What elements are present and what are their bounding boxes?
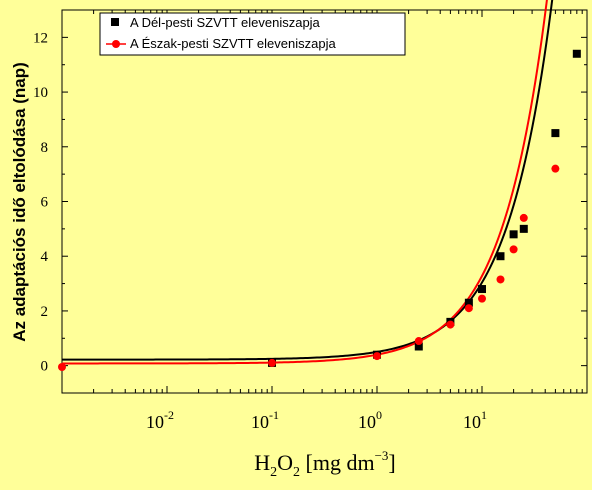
y-tick-label: 0 (41, 359, 49, 375)
data-point-series-1 (478, 285, 486, 294)
data-point-series-2 (464, 304, 473, 313)
data-point-series-2 (496, 275, 505, 284)
legend-marker-del-pesti (111, 18, 119, 26)
data-point-series-2 (446, 320, 455, 329)
data-point-series-1 (496, 252, 505, 261)
legend: A Dél-pesti SZVTT eleveniszapja A Észak-… (99, 12, 406, 56)
legend-label-eszak-pesti: A Észak-pesti SZVTT eleveniszapja (130, 36, 336, 51)
y-tick-label: 8 (41, 140, 49, 156)
x-tick-label: 10-2 (146, 408, 174, 432)
y-tick-label: 10 (33, 85, 48, 101)
data-point-series-2 (414, 337, 423, 346)
fit-line-series-2 (62, 0, 548, 365)
legend-label-del-pesti: A Dél-pesti SZVTT eleveniszapja (130, 15, 321, 30)
data-point-series-2 (519, 213, 528, 222)
data-point-series-2 (373, 352, 381, 361)
y-tick-label: 4 (41, 249, 49, 265)
x-tick-label: 10-1 (251, 408, 279, 432)
legend-marker-eszak-pesti (112, 40, 120, 48)
x-axis-label: H2O2 [mg dm−3] (254, 448, 396, 480)
data-point-series-2 (478, 294, 486, 303)
data-point-series-1 (464, 298, 473, 307)
plot-frame (61, 9, 588, 394)
data-point-series-1 (414, 342, 423, 351)
data-point-series-2 (551, 164, 560, 173)
fit-curves (62, 0, 554, 365)
x-tick-label: 101 (463, 408, 487, 432)
data-point-series-2 (58, 363, 66, 372)
data-point-series-2 (268, 358, 276, 367)
y-tick-label: 12 (33, 30, 48, 46)
data-point-series-2 (509, 245, 518, 254)
ticks: 0 2 4 6 8 10 12 10-2 10-1 100 101 (33, 9, 587, 432)
data-point-series-1 (551, 129, 560, 138)
x-tick-label: 100 (358, 408, 382, 432)
legend-box (99, 12, 406, 56)
y-tick-label: 6 (41, 195, 49, 211)
data-point-series-1 (519, 224, 528, 233)
data-point-series-1 (572, 49, 581, 58)
y-tick-label: 2 (41, 304, 49, 320)
fit-line-series-1 (62, 0, 554, 361)
data-points (58, 49, 581, 372)
y-axis-label: Az adaptációs idő eltolódása (nap) (10, 62, 29, 342)
data-point-series-1 (509, 230, 518, 239)
